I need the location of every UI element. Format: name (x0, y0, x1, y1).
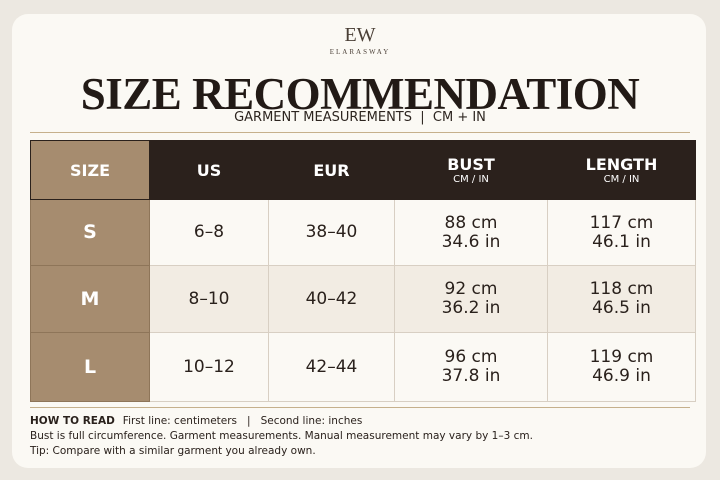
column-label: LENGTH (585, 154, 658, 174)
row: M 8–10 40–42 92 cm 36.2 in 118 cm 46.5 in (30, 265, 696, 333)
note: First line: centimeters (122, 415, 238, 427)
cell: M (30, 265, 150, 333)
rule (30, 407, 690, 408)
subtitle: GARMENT MEASUREMENTS | CM + IN (234, 110, 486, 125)
column-label: BUST (447, 154, 495, 174)
cell-line: 36.2 in (441, 298, 501, 318)
cell-text: S (83, 221, 97, 243)
note: Second line: inches (260, 415, 363, 427)
column-label: EUR (313, 160, 350, 180)
cell-line: 96 cm (444, 347, 498, 367)
cell-line: 117 cm (589, 212, 654, 233)
cell-line: 46.9 in (592, 366, 651, 386)
size-table: SIZE US EUR BUST CM / IN LENGTH CM / IN S 6–8 38–… (30, 140, 696, 402)
row: L 10–12 42–44 96 cm 37.8 in 119 cm 46.9 in (30, 332, 696, 402)
cell-line: 92 cm (444, 279, 498, 299)
column-unit: CM / IN (453, 173, 489, 185)
cell-line: 118 cm (589, 279, 654, 299)
cell: 10–12 (149, 332, 269, 402)
column-label: SIZE (69, 160, 110, 180)
row: S 6–8 38–40 88 cm 34.6 in 117 cm 46.1 in (30, 199, 696, 266)
notes-heading: HOW TO READ (30, 415, 115, 427)
separator: | (247, 415, 251, 427)
note-line: Tip: Compare with a similar garment you … (30, 445, 316, 457)
monogram: EW (344, 24, 376, 46)
cell: 40–42 (268, 265, 395, 333)
cell: 42–44 (268, 332, 395, 402)
column-header: EUR (268, 140, 395, 200)
column-unit: CM / IN (603, 173, 640, 185)
cell: 96 cm 37.8 in (394, 332, 548, 402)
cell-text: 10–12 (183, 356, 235, 377)
how-to-read: HOW TO READ First line: centimeters | Secon… (30, 414, 533, 429)
cell: 118 cm 46.5 in (547, 265, 696, 333)
cell-text: M (80, 287, 100, 310)
header-row: SIZE US EUR BUST CM / IN LENGTH CM / IN (30, 140, 696, 200)
cell-line: 46.5 in (592, 298, 651, 318)
column-header: BUST CM / IN (394, 140, 548, 200)
cell: 117 cm 46.1 in (547, 199, 696, 266)
cell: 38–40 (268, 199, 395, 266)
column-header: US (149, 140, 269, 200)
cell-text: L (83, 355, 97, 378)
cell: 92 cm 36.2 in (394, 265, 548, 333)
column-header: SIZE (30, 140, 150, 200)
column-header: LENGTH CM / IN (547, 140, 696, 200)
cell: 8–10 (149, 265, 269, 333)
cell-line: 34.6 in (441, 231, 501, 252)
cell: S (30, 199, 150, 266)
cell-line: 46.1 in (592, 231, 651, 252)
brand-name: ELARASWAY (329, 48, 391, 56)
cell-line: 88 cm (444, 212, 498, 233)
cell-text: 40–42 (305, 288, 358, 309)
title: SIZE RECOMMENDATION (80, 69, 640, 119)
column-label: US (196, 160, 222, 180)
cell-line: 119 cm (589, 347, 654, 367)
note-line: Bust is full circumference. Garment meas… (30, 430, 533, 442)
cell-text: 8–10 (188, 288, 230, 309)
cell: 6–8 (149, 199, 269, 266)
cell-text: 6–8 (193, 222, 225, 242)
rule (30, 132, 690, 133)
cell: L (30, 332, 150, 402)
notes: HOW TO READ First line: centimeters | Secon… (30, 414, 533, 459)
cell-line: 37.8 in (441, 366, 501, 386)
cell: 119 cm 46.9 in (547, 332, 696, 402)
cell-text: 42–44 (305, 356, 358, 377)
cell-text: 38–40 (305, 222, 358, 242)
cell: 88 cm 34.6 in (394, 199, 548, 266)
